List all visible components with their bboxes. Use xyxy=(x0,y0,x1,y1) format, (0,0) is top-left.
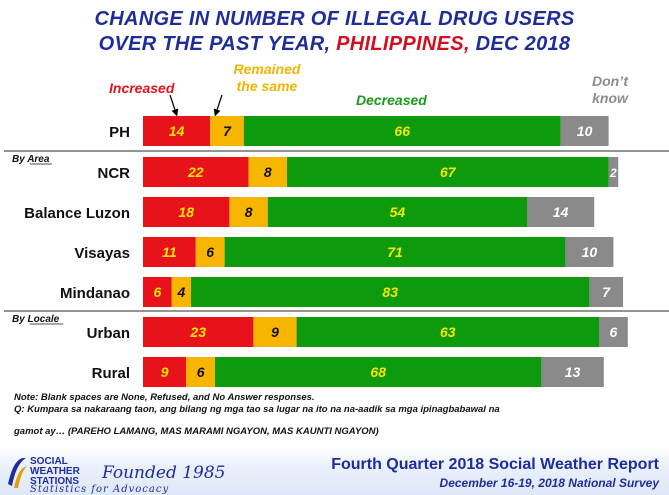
data-label-mindanao-decreased: 83 xyxy=(382,284,398,300)
bar-rural-increased xyxy=(143,357,187,387)
data-label-mindanao-don-t-know: 7 xyxy=(602,284,611,300)
title-suffix: DEC 2018 xyxy=(469,33,571,55)
logo-text-stations: STATIONS xyxy=(30,476,80,487)
bar-visayas-increased xyxy=(143,237,196,267)
data-label-balance-luzon-don-t-know: 14 xyxy=(553,204,569,220)
note-blank-spaces: Note: Blank spaces are None, Refused, an… xyxy=(14,392,315,403)
report-date: December 16-19, 2018 National Survey xyxy=(439,476,659,490)
data-label-visayas-remained-the-same: 6 xyxy=(206,244,214,260)
category-label-ph: PH xyxy=(109,124,130,141)
bar-balance-luzon-increased xyxy=(143,197,230,227)
title-highlight: PHILIPPINES, xyxy=(336,33,470,55)
data-label-balance-luzon-increased: 18 xyxy=(178,204,194,220)
data-label-ncr-decreased: 67 xyxy=(440,164,457,180)
logo-text-weather: WEATHER xyxy=(30,466,80,477)
note-question-cont: gamot ay… (PAREHO LAMANG, MAS MARAMI NGA… xyxy=(14,426,379,437)
legend-dont-know: Don’t know xyxy=(588,73,632,107)
group-label-by-locale: By Locale xyxy=(12,314,60,325)
bar-ncr-remained-the-same xyxy=(248,157,287,187)
data-label-balance-luzon-remained-the-same: 8 xyxy=(245,204,253,220)
legend-decreased: Decreased xyxy=(356,92,427,108)
legend-dont-know-line2: know xyxy=(592,90,628,106)
data-label-ncr-don-t-know: 2 xyxy=(609,166,617,180)
legend-pointer-same xyxy=(213,94,223,117)
legend-same-line2: the same xyxy=(236,78,298,94)
data-label-ph-decreased: 66 xyxy=(394,123,410,139)
group-label-by-area: By Area xyxy=(12,154,50,165)
legend-same: Remained the same xyxy=(222,61,312,95)
data-label-mindanao-remained-the-same: 4 xyxy=(177,284,186,300)
data-label-urban-decreased: 63 xyxy=(440,324,456,340)
title-prefix: OVER THE PAST YEAR, xyxy=(98,33,337,55)
logo-founded: Founded 1985 xyxy=(102,463,226,483)
data-label-mindanao-increased: 6 xyxy=(154,284,162,300)
bar-ncr-don-t-know xyxy=(608,157,619,187)
footer-band xyxy=(0,447,669,495)
category-label-ncr: NCR xyxy=(98,165,131,182)
category-label-urban: Urban xyxy=(87,325,130,342)
bar-mindanao-remained-the-same xyxy=(171,277,191,307)
category-label-mindanao: Mindanao xyxy=(60,285,130,302)
note-question: Q: Kumpara sa nakaraang taon, ang bilang… xyxy=(14,404,500,415)
bar-visayas-remained-the-same xyxy=(195,237,225,267)
data-label-ph-remained-the-same: 7 xyxy=(223,123,232,139)
category-label-visayas: Visayas xyxy=(74,245,130,262)
bar-visayas-don-t-know xyxy=(565,237,614,267)
bar-balance-luzon-don-t-know xyxy=(527,197,595,227)
bar-urban-don-t-know xyxy=(599,317,628,347)
data-label-rural-decreased: 68 xyxy=(370,364,386,380)
data-label-rural-remained-the-same: 6 xyxy=(197,364,205,380)
bar-rural-don-t-know xyxy=(541,357,604,387)
bar-ncr-decreased xyxy=(287,157,609,187)
logo-tagline: Statistics for Advocacy xyxy=(30,484,170,495)
chart-title-line1: CHANGE IN NUMBER OF ILLEGAL DRUG USERS xyxy=(94,8,575,30)
category-label-balance-luzon: Balance Luzon xyxy=(24,205,130,222)
category-label-rural: Rural xyxy=(92,365,130,382)
data-label-urban-remained-the-same: 9 xyxy=(271,324,279,340)
data-label-visayas-decreased: 71 xyxy=(387,244,403,260)
logo-text-social: SOCIAL xyxy=(30,456,68,467)
bar-urban-increased xyxy=(143,317,254,347)
bar-urban-decreased xyxy=(296,317,599,347)
data-label-visayas-increased: 11 xyxy=(162,244,177,260)
bar-ph-don-t-know xyxy=(560,116,609,146)
bar-visayas-decreased xyxy=(224,237,566,267)
bar-ph-remained-the-same xyxy=(210,116,244,146)
data-label-ph-increased: 14 xyxy=(169,123,185,139)
data-label-urban-increased: 23 xyxy=(189,324,206,340)
bar-ph-increased xyxy=(143,116,211,146)
bar-ph-decreased xyxy=(243,116,561,146)
data-label-urban-don-t-know: 6 xyxy=(610,324,618,340)
legend-pointer-increased xyxy=(169,94,179,117)
data-label-ph-don-t-know: 10 xyxy=(577,123,593,139)
legend-increased: Increased xyxy=(109,80,175,96)
bar-mindanao-don-t-know xyxy=(589,277,623,307)
report-title: Fourth Quarter 2018 Social Weather Repor… xyxy=(331,456,659,473)
bar-balance-luzon-decreased xyxy=(267,197,527,227)
bar-mindanao-decreased xyxy=(191,277,590,307)
data-label-ncr-remained-the-same: 8 xyxy=(264,164,272,180)
bar-rural-remained-the-same xyxy=(186,357,215,387)
bar-ncr-increased xyxy=(143,157,249,187)
data-label-rural-increased: 9 xyxy=(161,364,169,380)
bar-urban-remained-the-same xyxy=(253,317,297,347)
bar-mindanao-increased xyxy=(143,277,172,307)
bar-rural-decreased xyxy=(215,357,542,387)
sws-logo-icon xyxy=(8,457,27,488)
bar-balance-luzon-remained-the-same xyxy=(229,197,268,227)
legend-dont-know-line1: Don’t xyxy=(591,73,629,89)
data-label-visayas-don-t-know: 10 xyxy=(582,244,598,260)
data-label-ncr-increased: 22 xyxy=(187,164,204,180)
data-label-rural-don-t-know: 13 xyxy=(565,364,581,380)
chart-title-line2: OVER THE PAST YEAR, PHILIPPINES, DEC 201… xyxy=(0,33,669,56)
legend-same-line1: Remained xyxy=(233,61,301,77)
data-label-balance-luzon-decreased: 54 xyxy=(390,204,406,220)
